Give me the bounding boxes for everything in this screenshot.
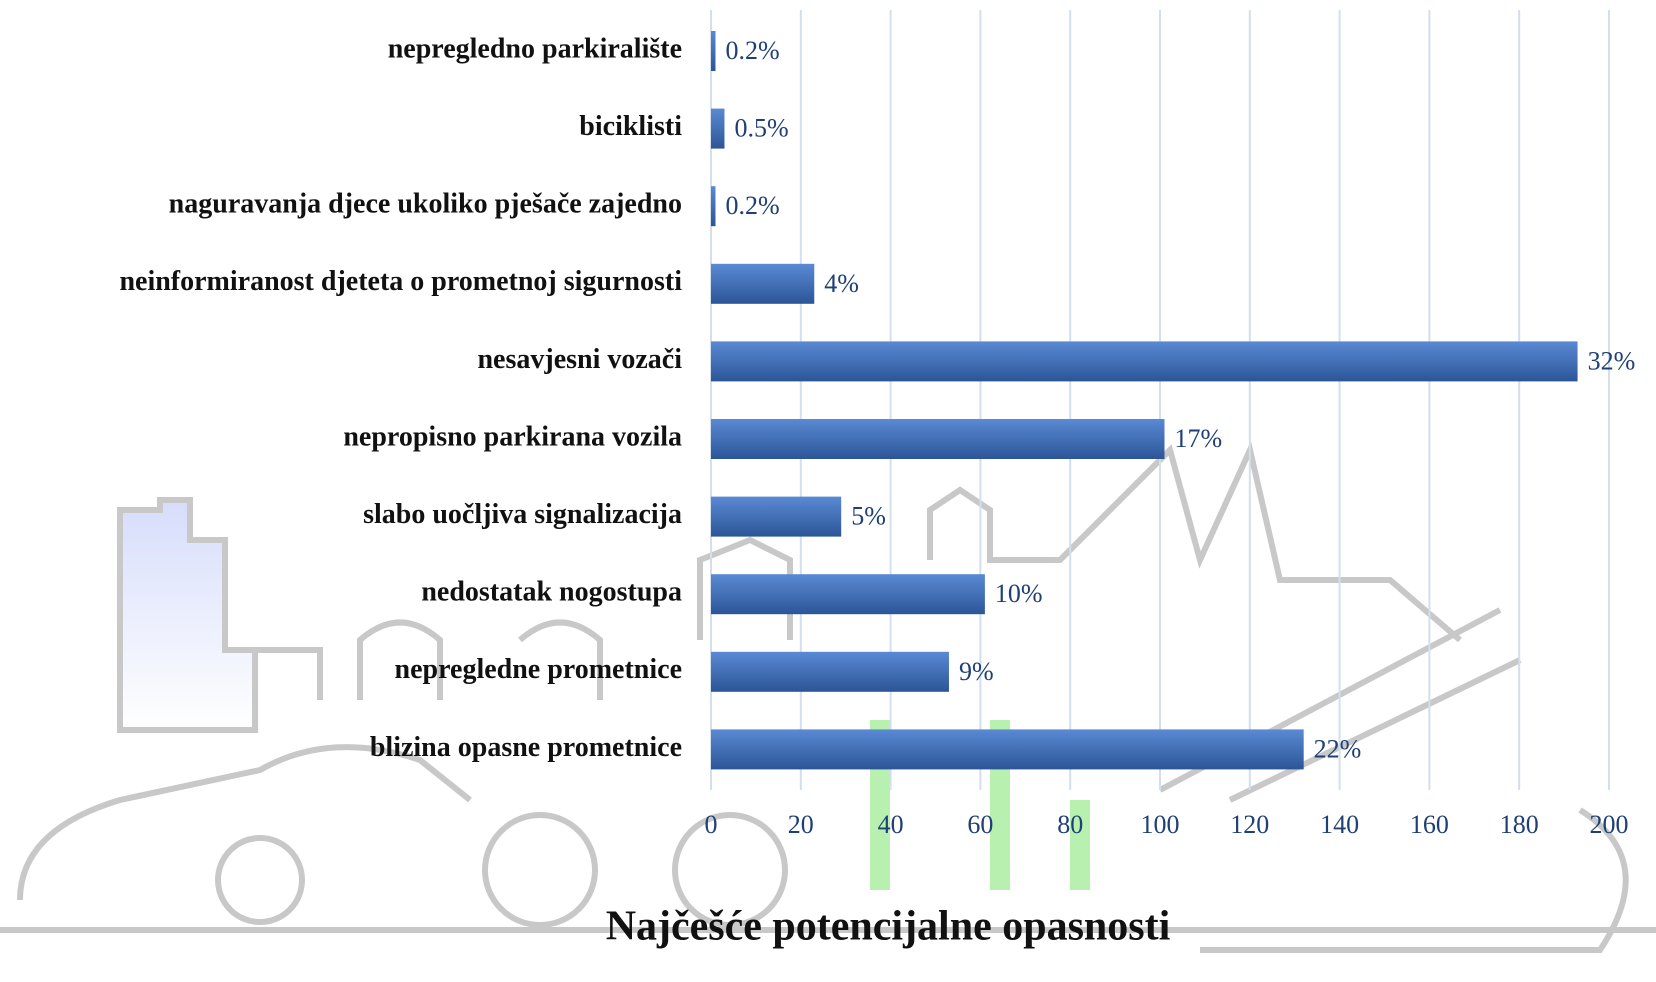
category-label: blizina opasne prometnice xyxy=(370,732,682,763)
category-label: nepregledno parkiralište xyxy=(388,33,682,64)
x-tick-label: 20 xyxy=(788,810,814,839)
category-label: biciklisti xyxy=(579,111,682,142)
bar xyxy=(711,186,715,226)
x-tick-label: 120 xyxy=(1230,810,1269,839)
value-label: 5% xyxy=(851,502,886,531)
category-label: nesavjesni vozači xyxy=(477,344,682,375)
x-tick-label: 0 xyxy=(705,810,718,839)
value-label: 22% xyxy=(1314,734,1362,763)
x-tick-label: 180 xyxy=(1500,810,1539,839)
value-label: 32% xyxy=(1588,346,1636,375)
category-label: nepregledne prometnice xyxy=(395,654,682,685)
category-label: neinformiranost djeteta o prometnoj sigu… xyxy=(119,266,682,297)
x-tick-label: 80 xyxy=(1057,810,1083,839)
x-tick-label: 200 xyxy=(1590,810,1629,839)
x-tick-label: 60 xyxy=(967,810,993,839)
value-label: 4% xyxy=(824,269,859,298)
x-tick-label: 140 xyxy=(1320,810,1359,839)
x-tick-label: 160 xyxy=(1410,810,1449,839)
value-label: 0.2% xyxy=(725,36,779,65)
chart-title: Najčešće potencijalne opasnosti xyxy=(606,904,1171,950)
x-tick-label: 40 xyxy=(878,810,904,839)
x-tick-label: 100 xyxy=(1141,810,1180,839)
value-label: 10% xyxy=(995,579,1043,608)
bar xyxy=(711,109,724,149)
bar xyxy=(711,729,1304,769)
page: 0 20 40 60 80 100 120 140 160 180 200 nepregledno p… xyxy=(0,0,1656,982)
value-label: 0.5% xyxy=(734,114,788,143)
bar xyxy=(711,31,715,71)
category-label: nedostatak nogostupa xyxy=(421,577,682,608)
bar xyxy=(711,652,949,692)
category-label: naguravanja djece ukoliko pješače zajedn… xyxy=(169,189,682,220)
bar xyxy=(711,574,985,614)
category-label: slabo uočljiva signalizacija xyxy=(363,499,682,530)
bar xyxy=(711,419,1164,459)
chart: 0 20 40 60 80 100 120 140 160 180 200 nepregledno p… xyxy=(0,0,1656,982)
bar xyxy=(711,497,841,537)
bar xyxy=(711,264,814,304)
bar xyxy=(711,341,1578,381)
value-label: 9% xyxy=(959,657,994,686)
category-label: nepropisno parkirana vozila xyxy=(343,421,682,452)
value-label: 17% xyxy=(1174,424,1222,453)
value-label: 0.2% xyxy=(725,191,779,220)
